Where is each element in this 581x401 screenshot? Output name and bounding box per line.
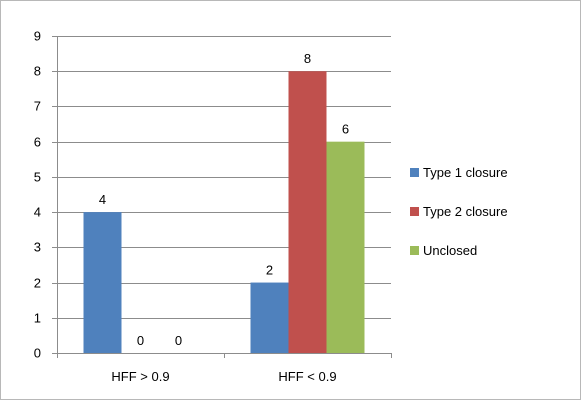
legend-label: Type 2 closure xyxy=(423,204,508,219)
data-label: 8 xyxy=(304,51,311,66)
y-tick-label: 1 xyxy=(34,311,41,326)
legend-swatch xyxy=(410,207,419,216)
bar xyxy=(83,212,122,353)
data-label: 4 xyxy=(99,192,106,207)
legend-swatch xyxy=(410,246,419,255)
y-tick-label: 5 xyxy=(34,170,41,185)
x-category-label: HFF > 0.9 xyxy=(111,369,169,384)
bar xyxy=(288,71,327,353)
data-label: 0 xyxy=(137,333,144,348)
x-category-label: HFF < 0.9 xyxy=(278,369,336,384)
data-label: 2 xyxy=(266,263,273,278)
y-tick-label: 7 xyxy=(34,99,41,114)
y-tick-label: 3 xyxy=(34,240,41,255)
legend-swatch xyxy=(410,168,419,177)
y-tick-label: 0 xyxy=(34,346,41,361)
y-tick-label: 2 xyxy=(34,276,41,291)
y-tick-label: 9 xyxy=(34,29,41,44)
y-tick-label: 4 xyxy=(34,205,41,220)
y-tick-label: 6 xyxy=(34,135,41,150)
data-label: 6 xyxy=(342,122,349,137)
bar xyxy=(250,282,289,353)
data-label: 0 xyxy=(175,333,182,348)
legend-label: Type 1 closure xyxy=(423,165,508,180)
legend-label: Unclosed xyxy=(423,243,477,258)
y-tick-label: 8 xyxy=(34,64,41,79)
bar xyxy=(326,141,365,353)
